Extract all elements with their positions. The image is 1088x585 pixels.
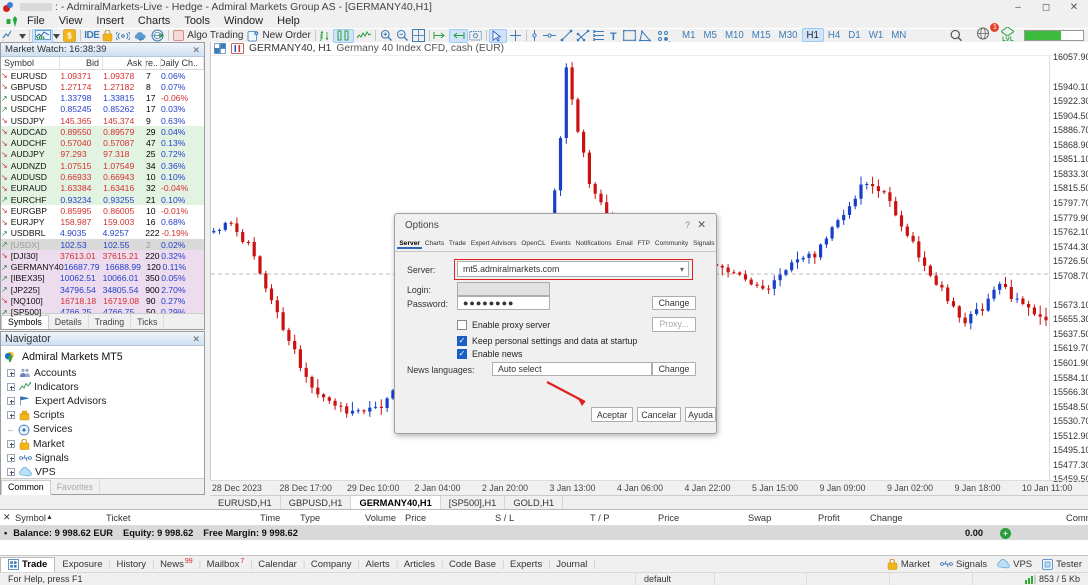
svg-text:T: T xyxy=(610,31,617,42)
svg-text:$: $ xyxy=(67,32,72,41)
